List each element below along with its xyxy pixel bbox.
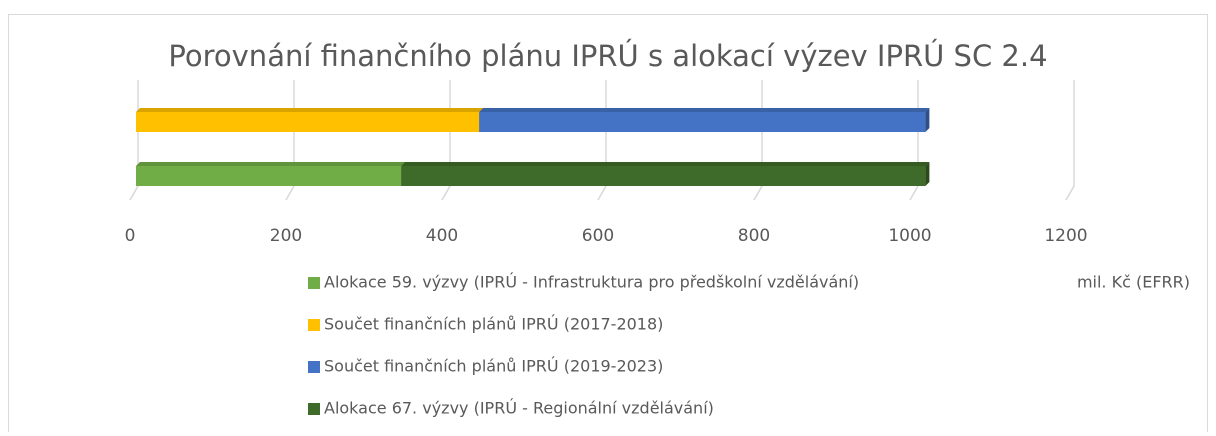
bar-top-shade (136, 108, 484, 112)
legend-label: Součet finančních plánů IPRÚ (2017-2018) (324, 315, 663, 334)
bar-side-shade (925, 108, 930, 132)
bar-segment (136, 166, 402, 186)
legend-swatch (308, 361, 320, 373)
bars (136, 108, 930, 186)
bar-top-face (136, 162, 406, 166)
legend-swatch (308, 403, 320, 415)
bar-top-shade (136, 162, 406, 166)
bar-side-shade (925, 162, 930, 186)
x-tick-label: 600 (582, 226, 614, 246)
bar-top-face (479, 108, 930, 112)
bar-top-face (401, 162, 930, 166)
legend-label: Alokace 67. výzvy (IPRÚ - Regionální vzd… (324, 399, 714, 418)
bar-top-shade (479, 108, 930, 112)
legend: Alokace 59. výzvy (IPRÚ - Infrastruktura… (308, 273, 859, 418)
x-tick-label: 0 (125, 226, 136, 246)
x-tick-label: 1200 (1044, 226, 1087, 246)
legend-swatch (308, 319, 320, 331)
bar-top-face (136, 108, 484, 112)
legend-swatch (308, 277, 320, 289)
grid-line (1065, 80, 1075, 201)
bar-segment (401, 166, 926, 186)
x-tick-label: 1000 (888, 226, 931, 246)
x-tick-label: 200 (270, 226, 302, 246)
bar-side-face (925, 108, 930, 132)
x-axis-label: mil. Kč (EFRR) (1077, 273, 1190, 292)
chart-frame (8, 14, 1208, 436)
bar-top-shade (401, 162, 930, 166)
bar-segment (136, 112, 480, 132)
x-tick-label: 800 (738, 226, 770, 246)
legend-label: Alokace 59. výzvy (IPRÚ - Infrastruktura… (324, 273, 859, 292)
bar-segment (479, 112, 926, 132)
bar-side-face (925, 162, 930, 186)
x-tick-label: 400 (426, 226, 458, 246)
legend-label: Součet finančních plánů IPRÚ (2019-2023) (324, 357, 663, 376)
chart-title: Porovnání finančního plánu IPRÚ s alokac… (168, 39, 1047, 73)
